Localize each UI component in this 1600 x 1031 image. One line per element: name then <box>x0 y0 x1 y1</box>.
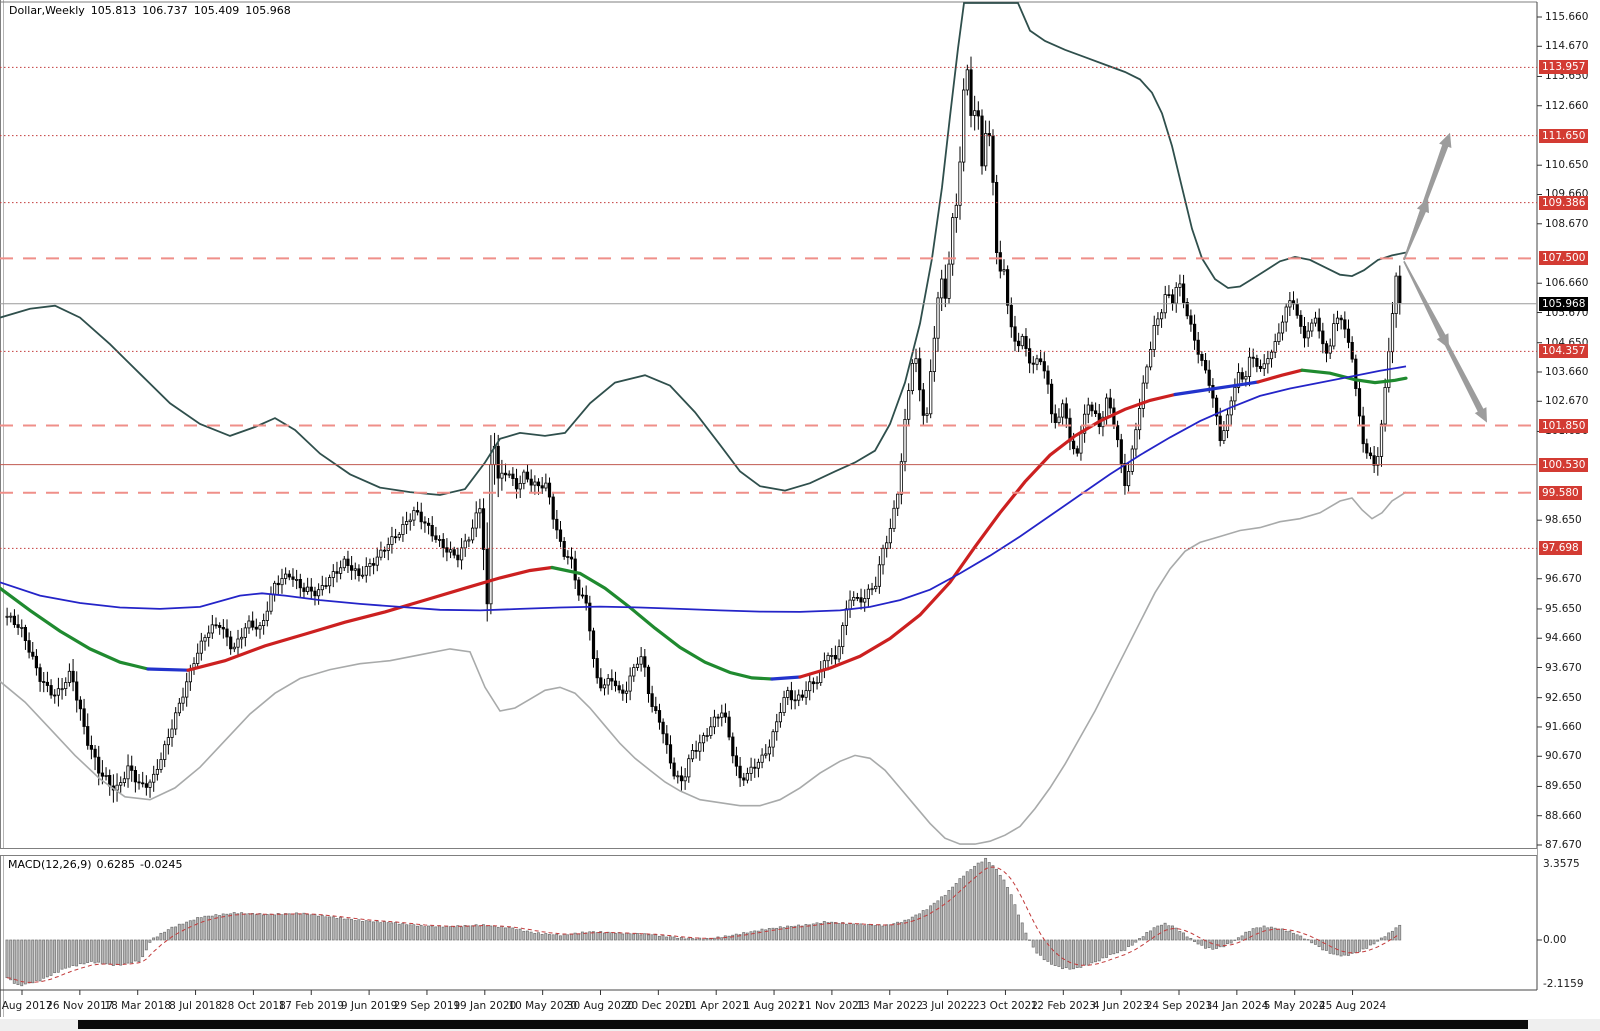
ohlc-high: 106.737 <box>142 4 188 17</box>
trend-ma-segment-7 <box>1256 368 1304 384</box>
window-left-border-inner <box>3 0 4 1017</box>
chart-title-overlay: Dollar,Weekly 105.813 106.737 105.409 105.96… <box>9 4 297 17</box>
macd-name: MACD(12,26,9) <box>8 858 92 871</box>
trend-ma-segment-2 <box>186 565 554 672</box>
axis-ticks <box>21 16 1542 995</box>
ohlc-low: 105.409 <box>193 4 240 17</box>
projection-arrows[interactable] <box>1403 132 1487 423</box>
trend-ma-segment-4 <box>770 675 802 681</box>
trend-ma-segment-6 <box>1173 380 1260 397</box>
ohlc-close: 105.968 <box>245 4 291 17</box>
bollinger-upper-band <box>0 2 1407 496</box>
long-ma-line <box>0 365 1407 613</box>
trend-arrow-up-1[interactable] <box>1403 197 1429 261</box>
window-left-border <box>0 0 1 1017</box>
symbol-period-label: Dollar,Weekly <box>9 4 85 17</box>
horizontal-scrollbar[interactable] <box>0 1019 1600 1031</box>
macd-histogram <box>5 857 1402 987</box>
macd-indicator-label: MACD(12,26,9) 0.6285 -0.0245 <box>8 858 188 871</box>
trend-ma-segment-5 <box>798 392 1177 679</box>
trend-arrow-down-3[interactable] <box>1403 261 1487 423</box>
scrollbar-thumb[interactable] <box>78 1020 1528 1029</box>
trend-ma-segment-0 <box>0 586 150 671</box>
trend-ma-segment-3 <box>550 565 774 681</box>
macd-signal-value: -0.0245 <box>140 858 183 871</box>
ohlc-open: 105.813 <box>90 4 137 17</box>
macd-value: 0.6285 <box>96 858 136 871</box>
pane-splitter[interactable] <box>0 848 1537 856</box>
trend-ma-segment-8 <box>1300 368 1408 385</box>
trend-ma-segment-1 <box>146 667 190 672</box>
macd-signal-line <box>7 866 1401 983</box>
bollinger-lower-band <box>0 491 1407 845</box>
